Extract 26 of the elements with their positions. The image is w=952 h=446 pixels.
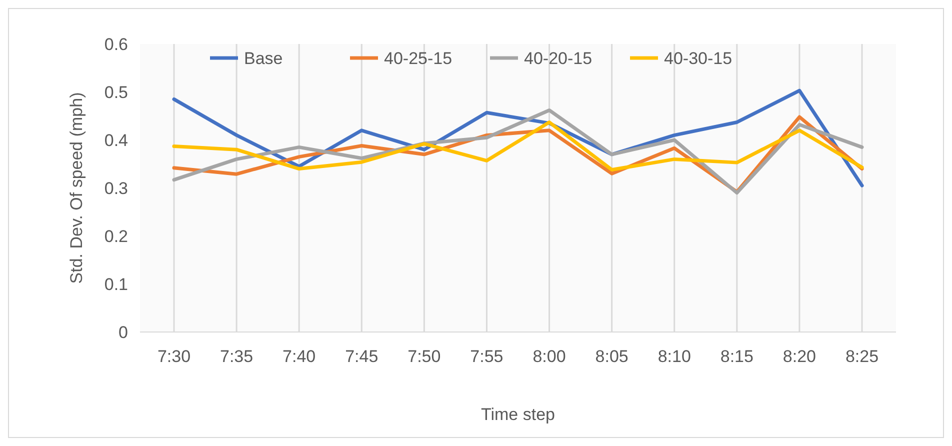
x-tick-label: 7:35 — [220, 347, 254, 366]
y-axis-title: Std. Dev. Of speed (mph) — [67, 92, 86, 284]
x-tick-label: 7:45 — [345, 347, 378, 366]
y-tick-label: 0.6 — [104, 34, 128, 54]
legend-label: 40-30-15 — [664, 48, 732, 68]
x-tick-label: 8:15 — [720, 347, 754, 366]
x-tick-label: 7:40 — [282, 347, 316, 366]
x-tick-label: 7:30 — [157, 347, 191, 366]
y-tick-label: 0.4 — [104, 130, 128, 150]
y-tick-label: 0.1 — [104, 274, 128, 294]
x-tick-label: 8:00 — [532, 347, 566, 366]
x-tick-label: 7:55 — [470, 347, 504, 366]
x-tick-label: 8:20 — [782, 347, 816, 366]
line-series — [172, 120, 864, 172]
y-tick-label: 0.3 — [104, 178, 128, 198]
legend-label: 40-20-15 — [524, 48, 592, 68]
y-tick-label: 0 — [118, 322, 128, 342]
legend-label: Base — [244, 48, 283, 68]
y-tick-label: 0.5 — [104, 82, 128, 102]
legend-label: 40-25-15 — [384, 48, 452, 68]
x-tick-label: 8:10 — [658, 347, 691, 366]
x-tick-label: 7:50 — [408, 347, 441, 366]
x-tick-label: 8:25 — [845, 347, 879, 366]
x-tick-label: 8:05 — [595, 347, 628, 366]
y-tick-label: 0.2 — [104, 226, 128, 246]
x-axis-title: Time step — [480, 405, 556, 424]
